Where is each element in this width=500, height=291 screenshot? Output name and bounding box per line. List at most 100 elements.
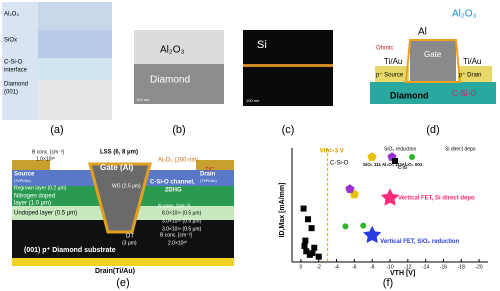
x-tick-label: -16 bbox=[440, 264, 447, 270]
panel-b: Al₂O₃ Diamond 100 nm (b) bbox=[134, 30, 224, 136]
x-tick-label: -2 bbox=[317, 264, 322, 270]
legend-label: Al₂O₃ 001 bbox=[402, 162, 423, 167]
image bbox=[243, 30, 333, 106]
text: C-Si-O bbox=[4, 60, 23, 66]
legend-group: SiO₂ reduction bbox=[384, 146, 416, 152]
text: Al₂O₃ bbox=[452, 9, 477, 20]
text: DT bbox=[126, 234, 134, 240]
panel-label: (f) bbox=[383, 277, 393, 289]
diamond bbox=[370, 82, 496, 104]
drain-region bbox=[458, 66, 492, 82]
back-contact bbox=[12, 258, 234, 266]
text: N conc. [cm⁻³] bbox=[158, 203, 191, 209]
panel-label: (c) bbox=[282, 124, 295, 136]
text: (3 μm) bbox=[122, 240, 137, 246]
panel-label: (b) bbox=[172, 124, 185, 136]
x-tick-label: -4 bbox=[334, 264, 339, 270]
text: 3.0×10¹⁶ (0.5 μm) bbox=[162, 218, 202, 224]
text: SiOx bbox=[4, 38, 17, 44]
oxide bbox=[404, 39, 462, 83]
source-contact bbox=[12, 160, 50, 170]
text: 1.0×10²⁰ bbox=[36, 156, 55, 162]
point bbox=[301, 242, 308, 249]
gate bbox=[410, 40, 456, 82]
text: layer (1.0 μm) bbox=[14, 201, 51, 207]
text: 8.0×10¹⁶ (0.5 μm) bbox=[162, 210, 202, 216]
text: Drain bbox=[200, 172, 216, 178]
panel-f: (f) VTH [V] ID,Max [mA/mm] C-Si-O SiO₂ r… bbox=[279, 146, 488, 289]
text: interface bbox=[4, 68, 28, 74]
oxide bbox=[134, 30, 224, 64]
y-axis-label: ID,Max [mA/mm] bbox=[279, 183, 286, 238]
panel-c: Si 100 nm (c) bbox=[243, 30, 333, 136]
text: 100 nm bbox=[136, 97, 150, 102]
layer bbox=[243, 64, 333, 67]
legend-label: SiO₂ 111 bbox=[363, 162, 382, 167]
panel-label: (e) bbox=[116, 277, 129, 289]
point bbox=[345, 184, 355, 193]
legend-label: Vertical FET, Si direct depo bbox=[398, 195, 475, 201]
x-tick-label: -8 bbox=[370, 264, 375, 270]
text: TiC bbox=[205, 168, 215, 174]
source-region bbox=[375, 66, 409, 82]
point bbox=[311, 244, 318, 251]
point bbox=[308, 225, 315, 232]
text: Al₂O₃ bbox=[4, 12, 19, 18]
vth-label: Vth=-3 V bbox=[320, 149, 344, 155]
text: 2DHG bbox=[165, 188, 182, 194]
legend-group: Si direct depo bbox=[445, 146, 476, 152]
text: Al₂O₃ bbox=[160, 45, 185, 56]
point bbox=[309, 250, 316, 257]
text: Undoped layer (0.5 μm) bbox=[14, 211, 77, 217]
text: Diamond bbox=[4, 82, 28, 88]
diamond bbox=[134, 64, 224, 104]
point bbox=[342, 223, 349, 230]
text: B conc. [cm⁻³] bbox=[160, 232, 192, 238]
text: p⁺ Source bbox=[376, 72, 404, 79]
gate-trench bbox=[88, 162, 152, 234]
text: 2.0×10²⁰ bbox=[168, 240, 187, 246]
text: Ti/Au bbox=[463, 57, 481, 66]
point bbox=[302, 237, 309, 244]
point bbox=[367, 152, 377, 161]
text: C-Si-O bbox=[330, 161, 349, 167]
point bbox=[315, 253, 322, 260]
panel-d: Al Al₂O₃ Gate Ohmic Ti/Au Ti/Au p⁺ Sourc… bbox=[370, 9, 496, 136]
x-axis-label: VTH [V] bbox=[390, 270, 415, 277]
text: 3.0×10¹⁶ (0.5 μm) bbox=[162, 226, 202, 232]
point bbox=[303, 248, 310, 255]
drain-contact bbox=[196, 160, 234, 170]
text: Nitrogen doped bbox=[14, 194, 55, 200]
layer bbox=[38, 30, 112, 58]
text: Diamond bbox=[390, 90, 429, 100]
legend-box bbox=[392, 158, 398, 164]
text: (001) p⁺ Diamond substrate bbox=[24, 247, 116, 254]
point bbox=[409, 154, 415, 160]
text: Al bbox=[418, 27, 427, 38]
text: Source bbox=[14, 172, 35, 178]
x-tick-label: -12 bbox=[404, 264, 411, 270]
text: C-Si-O channel, bbox=[150, 180, 195, 186]
text: Regrown layer (0.2 μm) bbox=[14, 185, 67, 191]
x-tick-label: -18 bbox=[458, 264, 465, 270]
layer bbox=[38, 2, 112, 30]
point bbox=[380, 188, 400, 206]
point bbox=[300, 205, 307, 212]
point bbox=[363, 225, 382, 243]
legend-label: Vertical FET, SiO₂ reduction bbox=[380, 239, 459, 245]
layer bbox=[38, 80, 112, 120]
layer bbox=[38, 58, 112, 80]
legend-label: C-Si bbox=[398, 165, 407, 170]
panel-a: Al₂O₃ SiOx C-Si-O interface Diamond (001… bbox=[2, 2, 112, 136]
text: (Ti/Pt/Au) bbox=[200, 178, 217, 183]
text: Diamond bbox=[150, 75, 190, 86]
text: Gate (Al) bbox=[100, 163, 134, 172]
text: B conc. [cm⁻³] bbox=[32, 149, 64, 155]
text: Drain(Ti/Au) bbox=[95, 268, 135, 275]
point bbox=[305, 216, 312, 223]
text: Si bbox=[257, 39, 267, 51]
text: Ohmic bbox=[376, 46, 393, 52]
legend-label: Al₂O₃ 111 bbox=[382, 162, 403, 167]
text: p⁺ Drain bbox=[459, 72, 482, 79]
